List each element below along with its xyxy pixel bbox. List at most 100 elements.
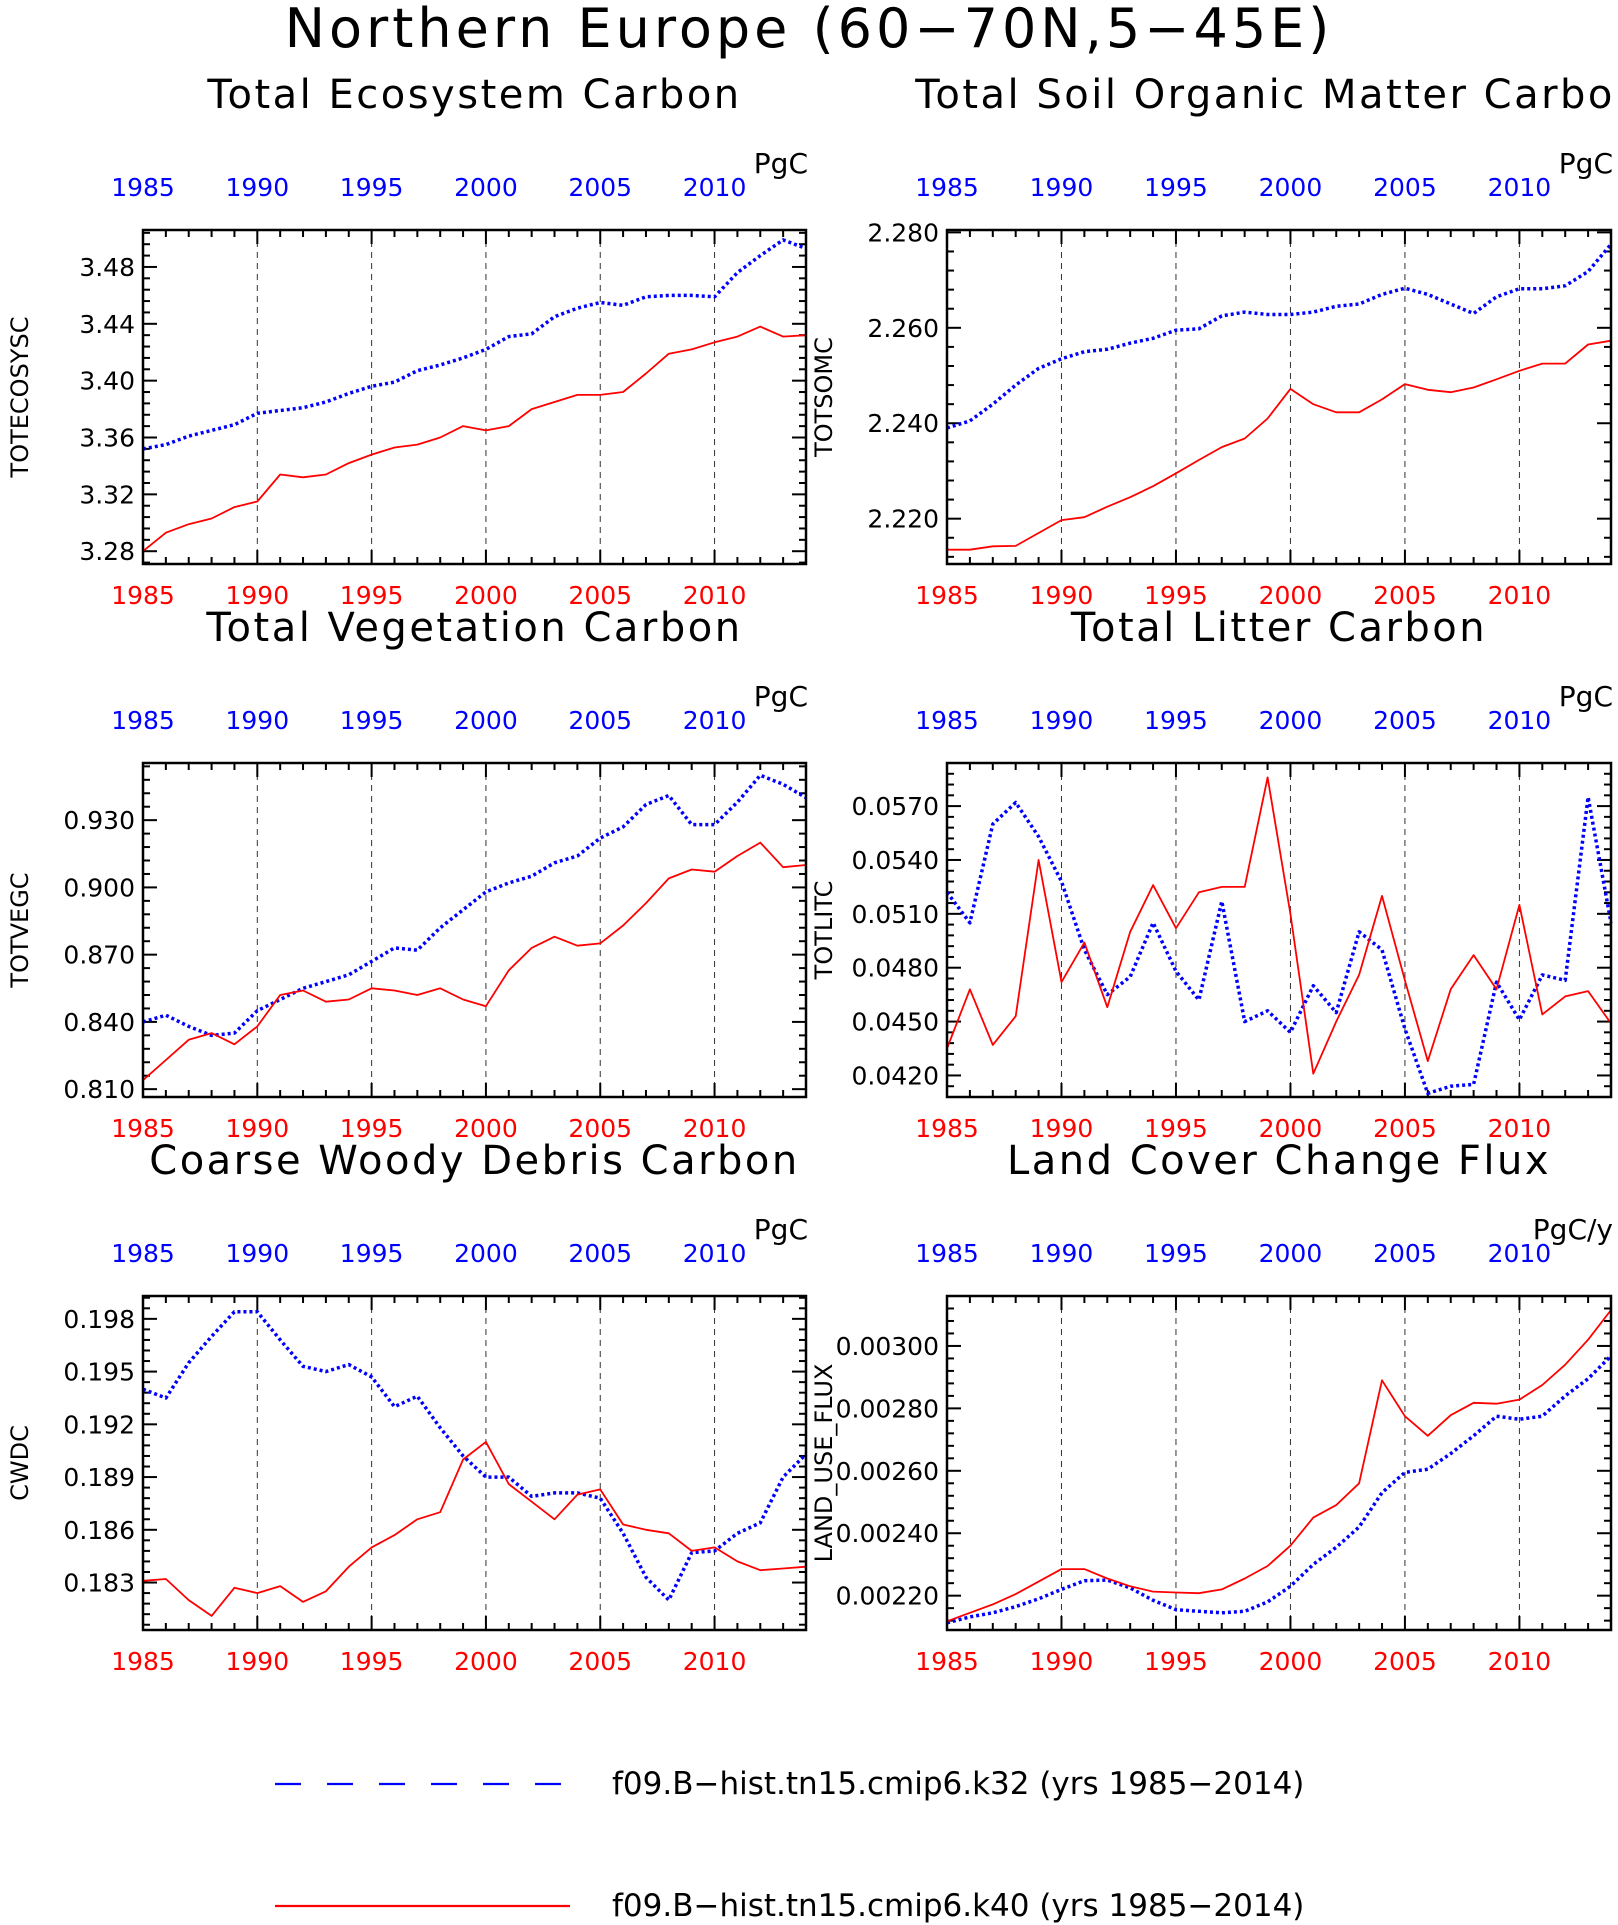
panel-6: Land Cover Change Flux PgC/y 1985 1985 1990 1… — [810, 1138, 1613, 1676]
units-label: PgC — [754, 1213, 808, 1246]
x-tick-label-top: 1985 — [915, 706, 979, 735]
x-tick-label-bottom: 1990 — [225, 1647, 289, 1676]
x-tick-label-bottom: 2010 — [683, 1114, 747, 1143]
y-tick-label: 0.870 — [63, 941, 135, 970]
series-line-k40 — [946, 776, 1612, 1075]
y-tick-label: 0.00300 — [836, 1332, 939, 1361]
y-tick-label: 0.840 — [63, 1008, 135, 1037]
y-tick-label: 3.40 — [79, 367, 135, 396]
units-label: PgC — [1559, 147, 1613, 180]
y-tick-label: 0.810 — [63, 1075, 135, 1104]
x-tick-label-bottom: 1995 — [340, 581, 404, 610]
y-tick-label: 3.36 — [79, 424, 135, 453]
y-tick-label: 0.0420 — [852, 1061, 939, 1090]
x-tick-label-top: 1990 — [225, 1239, 289, 1268]
plot-frame — [141, 1294, 808, 1632]
y-tick-label: 0.0510 — [852, 900, 939, 929]
series-line-k32 — [946, 243, 1613, 430]
y-tick-label: 2.260 — [867, 314, 939, 343]
y-axis-label: TOTLITC — [810, 881, 838, 981]
panel-title: Total Vegetation Carbon — [205, 605, 742, 651]
x-tick-label-bottom: 1990 — [1030, 581, 1094, 610]
x-tick-label-bottom: 2010 — [683, 1647, 747, 1676]
y-tick-label: 0.00240 — [836, 1519, 939, 1548]
panel-5: Coarse Woody Debris Carbon PgC 1985 1985 199… — [6, 1138, 808, 1676]
y-tick-label: 0.186 — [63, 1516, 135, 1545]
x-tick-label-top: 2010 — [683, 1239, 747, 1268]
y-tick-label: 0.0570 — [852, 792, 939, 821]
panel-1: Total Ecosystem Carbon PgC 1985 1985 1990 199… — [6, 72, 808, 610]
x-tick-label-bottom: 2000 — [1259, 1647, 1323, 1676]
y-axis-label: TOTSOMC — [810, 337, 838, 458]
x-tick-label-bottom: 2000 — [1259, 581, 1323, 610]
x-tick-label-top: 2005 — [1373, 706, 1437, 735]
x-tick-label-bottom: 1990 — [1030, 1114, 1094, 1143]
panel-title: Coarse Woody Debris Carbon — [149, 1138, 799, 1184]
x-tick-label-top: 1990 — [225, 173, 289, 202]
plot-frame — [945, 761, 1613, 1099]
x-tick-label-top: 2000 — [1259, 706, 1323, 735]
x-tick-label-top: 2000 — [1259, 173, 1323, 202]
y-tick-label: 0.189 — [63, 1463, 135, 1492]
x-tick-label-bottom: 1995 — [1144, 581, 1208, 610]
series-line-k40 — [142, 325, 807, 552]
x-tick-label-bottom: 1995 — [340, 1647, 404, 1676]
x-tick-label-top: 1995 — [340, 706, 404, 735]
plot-frame — [141, 761, 808, 1099]
y-tick-label: 3.44 — [79, 310, 135, 339]
series-line-k32 — [945, 795, 1613, 1096]
x-tick-label-top: 2010 — [1488, 706, 1552, 735]
y-axis-label: TOTVEGC — [6, 872, 34, 988]
x-tick-label-top: 1990 — [1030, 1239, 1094, 1268]
units-label: PgC — [1559, 680, 1613, 713]
plot-frame — [141, 228, 808, 566]
x-tick-label-top: 2005 — [1373, 1239, 1437, 1268]
x-tick-label-top: 1995 — [1144, 1239, 1208, 1268]
y-tick-label: 0.0480 — [852, 954, 939, 983]
x-tick-label-bottom: 2005 — [568, 1114, 632, 1143]
x-tick-label-top: 1995 — [340, 1239, 404, 1268]
legend-label-k32: f09.B−hist.tn15.cmip6.k32 (yrs 1985−2014… — [612, 1766, 1304, 1802]
legend-label-k40: f09.B−hist.tn15.cmip6.k40 (yrs 1985−2014… — [612, 1888, 1304, 1924]
x-tick-label-top: 1985 — [915, 173, 979, 202]
x-tick-label-bottom: 1990 — [225, 581, 289, 610]
x-tick-label-top: 1985 — [111, 706, 175, 735]
y-tick-label: 2.240 — [867, 409, 939, 438]
plot-frame — [945, 228, 1613, 566]
x-tick-label-bottom: 1995 — [340, 1114, 404, 1143]
x-tick-label-bottom: 1995 — [1144, 1647, 1208, 1676]
figure-title: Northern Europe (60−70N,5−45E) — [285, 0, 1334, 60]
y-tick-label: 0.0540 — [852, 846, 939, 875]
panel-title: Total Soil Organic Matter Carbon — [914, 72, 1618, 118]
x-tick-label-top: 2005 — [1373, 173, 1437, 202]
series-line-k40 — [142, 841, 807, 1081]
y-tick-label: 0.198 — [63, 1305, 135, 1334]
x-tick-label-top: 1985 — [915, 1239, 979, 1268]
x-tick-label-bottom: 2010 — [1488, 1114, 1552, 1143]
x-tick-label-bottom: 2005 — [568, 1647, 632, 1676]
y-tick-label: 2.280 — [867, 218, 939, 247]
y-tick-label: 3.28 — [79, 537, 135, 566]
panel-title: Total Litter Carbon — [1070, 605, 1487, 651]
series-line-k32 — [142, 238, 807, 451]
y-tick-label: 2.220 — [867, 505, 939, 534]
panel-4: Total Litter Carbon PgC 1985 1985 1990 1990 19… — [810, 605, 1613, 1143]
y-tick-label: 0.00220 — [836, 1582, 939, 1611]
y-tick-label: 0.195 — [63, 1358, 135, 1387]
series-line-k32 — [946, 1354, 1613, 1625]
x-tick-label-bottom: 1985 — [111, 1114, 175, 1143]
plot-frame — [945, 1294, 1613, 1632]
x-tick-label-bottom: 2010 — [1488, 1647, 1552, 1676]
x-tick-label-top: 1990 — [225, 706, 289, 735]
x-tick-label-bottom: 2005 — [1373, 581, 1437, 610]
panel-title: Land Cover Change Flux — [1007, 1138, 1551, 1184]
x-tick-label-top: 2010 — [683, 173, 747, 202]
y-axis-label: TOTECOSYSC — [6, 317, 34, 479]
y-tick-label: 0.930 — [63, 806, 135, 835]
x-tick-label-top: 1990 — [1030, 706, 1094, 735]
series-line-k40 — [142, 1441, 807, 1617]
units-label: PgC — [754, 680, 808, 713]
x-tick-label-bottom: 2000 — [454, 581, 518, 610]
units-label: PgC/y — [1533, 1213, 1613, 1246]
